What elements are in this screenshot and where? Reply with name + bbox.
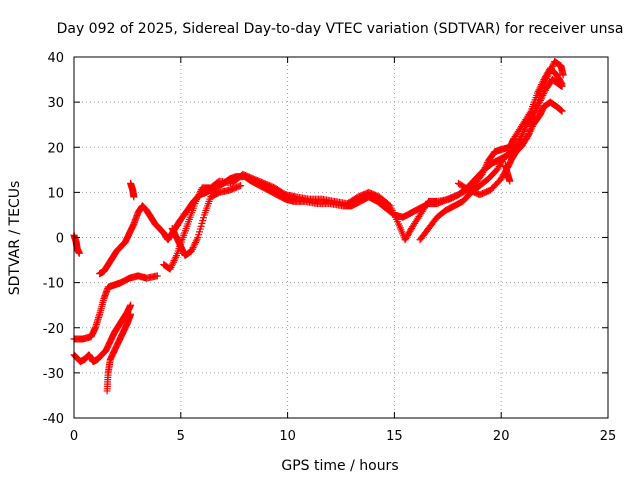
y-tick-label: -40 xyxy=(43,412,64,427)
data-point xyxy=(127,301,135,309)
y-tick-label: 20 xyxy=(47,141,64,156)
x-axis-label: GPS time / hours xyxy=(281,458,398,474)
data-point xyxy=(127,310,135,318)
data-point xyxy=(538,85,546,93)
series-track-a xyxy=(70,231,83,257)
x-tick-label: 20 xyxy=(493,429,510,444)
data-point xyxy=(479,169,487,177)
data-point xyxy=(540,80,548,88)
y-tick-label: -20 xyxy=(43,322,64,337)
data-point xyxy=(519,129,527,137)
data-point xyxy=(482,162,490,170)
data-point xyxy=(520,126,528,134)
data-point xyxy=(548,63,556,71)
x-tick-label: 0 xyxy=(70,429,78,444)
data-point xyxy=(559,71,567,79)
data-point xyxy=(170,257,178,265)
data-point xyxy=(191,239,199,247)
data-point xyxy=(168,262,176,270)
data-point xyxy=(454,191,462,199)
data-point xyxy=(172,253,180,261)
data-point xyxy=(191,240,199,248)
data-point xyxy=(167,263,175,271)
data-point xyxy=(195,191,203,199)
data-point xyxy=(547,64,555,72)
data-point xyxy=(75,249,83,257)
y-tick-label: -10 xyxy=(43,277,64,292)
x-axis: 0 5 10 15 20 25 xyxy=(70,57,616,444)
series-track-i xyxy=(454,58,567,199)
data-point xyxy=(544,71,552,79)
data-point xyxy=(130,193,138,201)
data-point xyxy=(483,160,491,168)
data-point xyxy=(193,235,201,243)
x-tick-label: 10 xyxy=(279,429,296,444)
data-point xyxy=(188,245,196,253)
data-point xyxy=(516,134,524,142)
y-tick-label: 30 xyxy=(47,96,64,111)
series-track-f xyxy=(127,179,138,201)
data-point xyxy=(547,66,555,74)
data-point xyxy=(194,192,202,200)
data-point xyxy=(539,81,547,89)
data-point xyxy=(542,76,550,84)
y-tick-label: 0 xyxy=(56,232,64,247)
data-point xyxy=(193,194,201,202)
y-tick-label: -30 xyxy=(43,367,64,382)
series-track-j xyxy=(501,161,514,185)
y-tick-label: 10 xyxy=(47,186,64,201)
x-tick-label: 15 xyxy=(386,429,403,444)
data-point xyxy=(541,78,549,86)
data-point xyxy=(169,258,177,266)
x-tick-label: 5 xyxy=(177,429,185,444)
data-point xyxy=(193,196,201,204)
series-track-g xyxy=(160,64,566,273)
data-point xyxy=(169,260,177,268)
data-point xyxy=(558,82,566,90)
data-point xyxy=(481,164,489,172)
y-axis: -40 -30 -20 -10 0 10 20 30 40 xyxy=(43,51,608,427)
data-point xyxy=(448,194,456,202)
data-point xyxy=(543,73,551,81)
series-track-k xyxy=(168,182,245,260)
data-point xyxy=(196,189,204,197)
data-point xyxy=(520,127,528,135)
data-point xyxy=(524,131,532,139)
data-point xyxy=(153,272,161,280)
data-series xyxy=(70,58,567,395)
data-point xyxy=(558,107,566,115)
y-tick-label: 40 xyxy=(47,51,64,66)
data-point xyxy=(517,133,525,141)
data-point xyxy=(237,182,245,190)
data-point xyxy=(543,74,551,82)
x-tick-label: 25 xyxy=(600,429,617,444)
data-point xyxy=(190,242,198,250)
data-point xyxy=(456,190,464,198)
data-point xyxy=(189,244,197,252)
data-point xyxy=(539,83,547,91)
data-point xyxy=(192,237,200,245)
data-point xyxy=(480,165,488,173)
data-point xyxy=(452,192,460,200)
data-point xyxy=(545,69,553,77)
chart-title: Day 092 of 2025, Sidereal Day-to-day VTE… xyxy=(57,21,624,37)
data-point xyxy=(457,189,465,197)
series-track-c xyxy=(103,310,135,395)
data-point xyxy=(187,247,195,255)
data-point xyxy=(480,167,488,175)
data-point xyxy=(478,170,486,178)
series-track-b xyxy=(70,301,135,366)
data-point xyxy=(446,195,454,203)
data-point xyxy=(451,193,459,201)
data-point xyxy=(546,68,554,76)
data-point xyxy=(506,177,514,185)
data-point xyxy=(166,265,174,273)
data-point xyxy=(192,197,200,205)
data-point xyxy=(516,136,524,144)
data-point xyxy=(518,131,526,139)
y-axis-label: SDTVAR / TECUs xyxy=(7,181,23,296)
data-point xyxy=(171,255,179,263)
data-point xyxy=(449,193,457,201)
